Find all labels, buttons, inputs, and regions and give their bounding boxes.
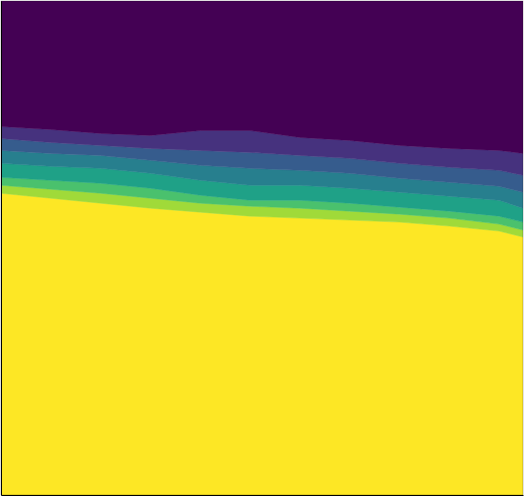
plot-frame (1, 1, 523, 495)
area-band (1, 1, 523, 153)
plot (1, 1, 524, 496)
areas (1, 1, 523, 495)
chart (0, 0, 524, 496)
area-band (1, 193, 523, 495)
